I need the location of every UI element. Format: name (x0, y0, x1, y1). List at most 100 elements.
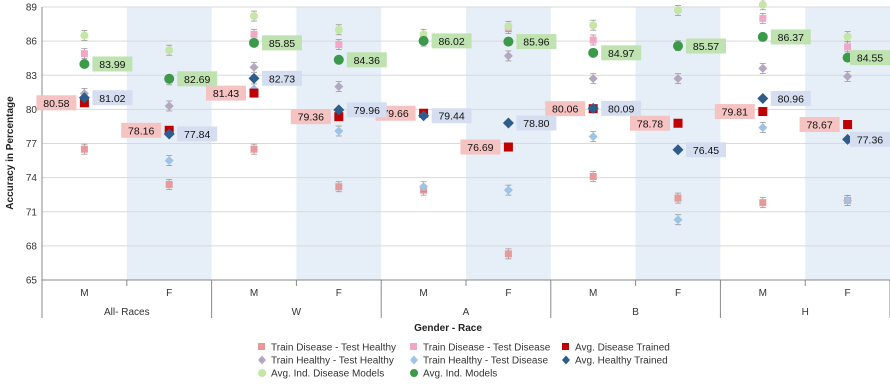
legend-item: Train Disease - Test Disease (410, 343, 551, 354)
point-square (843, 120, 853, 130)
point-diamond (843, 71, 853, 81)
point-square (504, 250, 512, 258)
data-label: 86.37 (770, 29, 811, 45)
point-diamond (503, 185, 513, 195)
data-label-box (770, 90, 811, 106)
data-label: 78.16 (121, 122, 162, 138)
data-label-box (121, 122, 162, 138)
point-circle (504, 22, 513, 31)
point-diamond (333, 104, 345, 116)
data-label-text: 76.45 (693, 145, 719, 157)
legend-item: Avg. Ind. Disease Models (258, 369, 384, 380)
data-label-box (346, 102, 387, 118)
point-square (759, 199, 767, 207)
data-marks (78, 0, 854, 260)
x-tick-label: M (80, 288, 88, 299)
x-tick-label: M (419, 288, 427, 299)
data-label-box (799, 117, 840, 133)
data-label: 76.69 (460, 139, 501, 155)
point-circle (758, 0, 767, 9)
data-label-box (714, 104, 755, 120)
legend-marker (258, 343, 265, 350)
point-diamond (588, 132, 598, 142)
group-label: A (463, 307, 470, 318)
y-tick-label: 77 (26, 139, 38, 150)
data-label: 78.78 (630, 115, 670, 131)
point-circle (757, 31, 768, 42)
legend-item: Train Disease - Test Healthy (258, 343, 396, 354)
y-tick-label: 65 (26, 276, 38, 287)
x-tick-label: M (759, 288, 767, 299)
point-diamond (673, 215, 683, 225)
data-label-text: 78.16 (128, 125, 154, 137)
point-square (673, 118, 683, 128)
data-label-box (545, 101, 586, 117)
point-square (758, 107, 768, 117)
data-label-box (850, 131, 890, 147)
point-square (503, 142, 513, 152)
data-label: 85.96 (516, 34, 557, 50)
data-label: 82.73 (262, 70, 302, 86)
data-label: 80.06 (545, 101, 586, 117)
legend-label: Avg. Ind. Disease Models (271, 369, 384, 380)
data-label-text: 79.66 (382, 108, 408, 120)
data-label-text: 78.80 (523, 118, 549, 130)
data-label-box (850, 50, 890, 66)
data-label-text: 86.37 (778, 32, 804, 44)
data-label: 77.36 (850, 131, 890, 147)
point-diamond (164, 156, 174, 166)
point-diamond (334, 82, 344, 92)
point-circle (250, 12, 258, 21)
data-label: 80.09 (601, 100, 642, 116)
data-label: 76.45 (686, 142, 726, 158)
data-label-box (92, 90, 133, 106)
point-diamond (334, 126, 344, 136)
legend-item: Train Healthy - Test Healthy (258, 355, 394, 367)
x-tick-label: F (166, 288, 172, 299)
x-tick-label: F (336, 288, 342, 299)
data-label: 80.96 (770, 90, 811, 106)
data-label-box (516, 34, 557, 50)
y-tick-label: 86 (26, 37, 38, 48)
data-label-box (516, 115, 557, 131)
data-label-text: 84.97 (608, 48, 634, 60)
point-circle (588, 47, 599, 58)
point-diamond (248, 72, 260, 84)
y-axis-title: Accuracy in Percentage (5, 96, 16, 210)
legend-item: Avg. Ind. Models (410, 369, 497, 380)
data-label-box (630, 115, 670, 131)
legend-label: Train Healthy - Test Disease (423, 356, 548, 367)
point-circle (333, 54, 344, 65)
point-square (334, 112, 344, 122)
data-label: 79.81 (714, 104, 755, 120)
data-label: 85.57 (686, 38, 726, 54)
group-label: B (632, 307, 639, 318)
legend-marker (258, 369, 266, 377)
point-diamond (502, 117, 514, 129)
data-label-text: 77.84 (184, 129, 210, 141)
data-label: 84.36 (346, 52, 387, 68)
legend-marker (562, 343, 569, 350)
data-label-text: 80.96 (778, 93, 804, 105)
point-circle (673, 41, 683, 52)
data-label-text: 85.57 (693, 41, 719, 53)
data-label-box (262, 35, 302, 51)
data-label-text: 78.67 (806, 120, 832, 132)
legend-label: Train Healthy - Test Healthy (271, 356, 394, 367)
point-square (80, 50, 88, 58)
group-label: W (292, 307, 302, 318)
data-label: 80.58 (36, 95, 77, 111)
data-label-box (290, 109, 331, 125)
data-label-box (177, 71, 218, 87)
data-label-box (177, 126, 218, 142)
data-label-box (601, 45, 642, 61)
data-label-text: 80.09 (608, 103, 634, 115)
point-diamond (503, 51, 513, 61)
y-axis: 65 68 71 74 77 80 83 86 89 (26, 3, 43, 287)
data-label-text: 84.55 (857, 53, 883, 65)
point-square (335, 41, 343, 49)
data-label-box (92, 56, 133, 72)
y-tick-label: 83 (26, 71, 38, 82)
data-label-text: 79.96 (354, 105, 380, 117)
data-label: 85.85 (262, 35, 302, 51)
